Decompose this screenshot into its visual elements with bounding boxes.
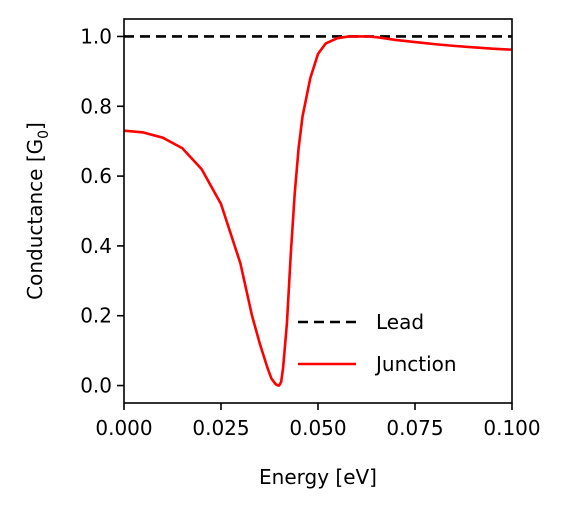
series-line-junction [124, 35, 512, 387]
y-axis-label: Conductance [G0] [23, 122, 52, 300]
y-tick-label: 0.2 [80, 304, 112, 328]
legend-label-junction: Junction [374, 352, 457, 376]
y-tick-label: 1.0 [80, 24, 112, 48]
plot-area [124, 35, 512, 387]
legend-label-lead: Lead [376, 310, 424, 334]
x-axis-label: Energy [eV] [259, 465, 377, 489]
legend: Lead Junction [298, 310, 457, 376]
x-tick-label: 0.100 [483, 416, 540, 440]
y-tick-label: 0.0 [80, 374, 112, 398]
y-axis-label-main: Conductance [G [23, 139, 47, 300]
y-axis-label-suffix: ] [23, 122, 47, 130]
y-axis-label-subscript: 0 [36, 130, 52, 139]
x-tick-label: 0.000 [95, 416, 152, 440]
axes-frame [123, 18, 513, 404]
y-tick-label: 0.6 [80, 164, 112, 188]
y-tick-label: 0.4 [80, 234, 112, 258]
x-tick-label: 0.025 [192, 416, 249, 440]
x-tick-label: 0.075 [386, 416, 443, 440]
y-axis: 0.0 0.2 0.4 0.6 0.8 1.0 [80, 24, 124, 398]
y-tick-label: 0.8 [80, 94, 112, 118]
x-axis: 0.000 0.025 0.050 0.075 0.100 [95, 403, 541, 440]
x-tick-label: 0.050 [289, 416, 346, 440]
